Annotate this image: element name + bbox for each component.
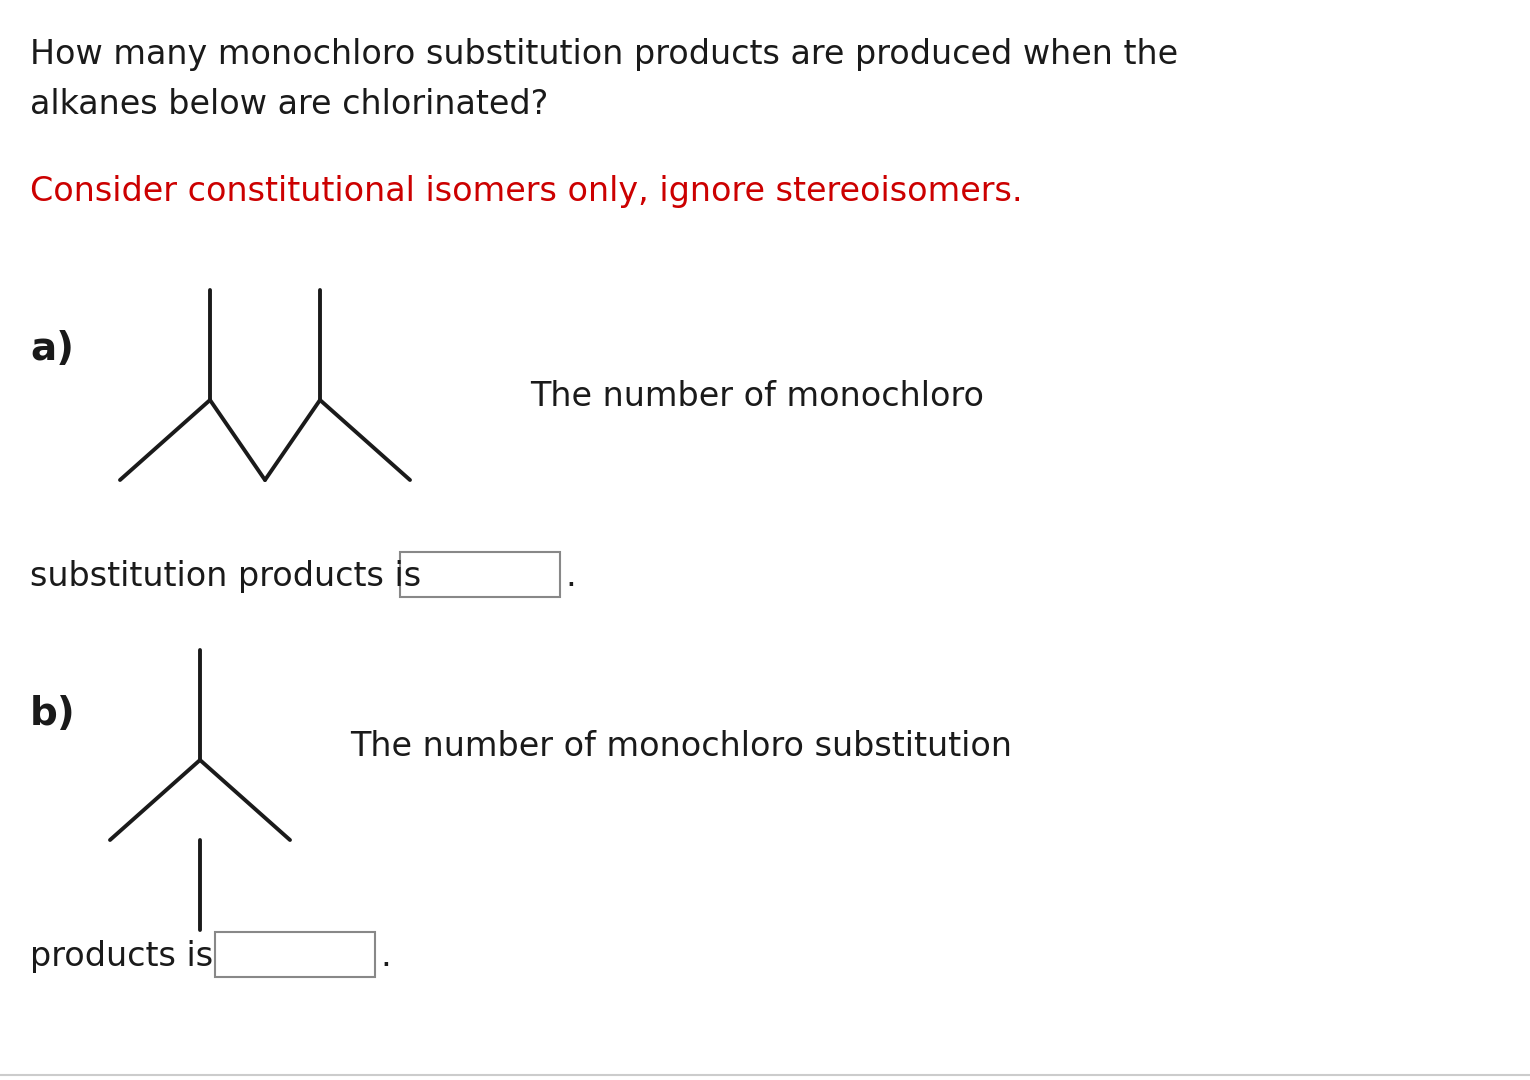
Text: Consider constitutional isomers only, ignore stereoisomers.: Consider constitutional isomers only, ig…: [31, 175, 1022, 208]
FancyBboxPatch shape: [216, 932, 375, 977]
Text: products is: products is: [31, 940, 213, 973]
Text: b): b): [31, 696, 76, 733]
Text: .: .: [379, 940, 390, 973]
Text: a): a): [31, 330, 73, 368]
Text: The number of monochloro substitution: The number of monochloro substitution: [350, 730, 1011, 762]
Text: The number of monochloro: The number of monochloro: [529, 380, 984, 413]
Text: alkanes below are chlorinated?: alkanes below are chlorinated?: [31, 87, 548, 121]
Text: substitution products is: substitution products is: [31, 561, 421, 593]
Text: .: .: [565, 561, 575, 593]
Text: How many monochloro substitution products are produced when the: How many monochloro substitution product…: [31, 38, 1178, 71]
FancyBboxPatch shape: [399, 552, 560, 597]
